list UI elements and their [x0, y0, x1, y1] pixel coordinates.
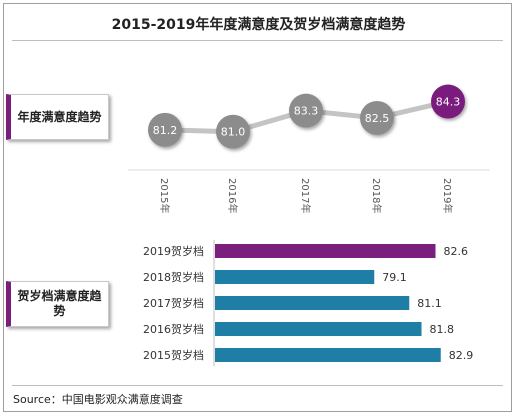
source-note: Source：中国电影观众满意度调查 — [13, 393, 183, 406]
bar-value-label: 81.1 — [417, 297, 442, 310]
data-point — [216, 114, 250, 149]
chart-title: 2015-2019年年度满意度及贺岁档满意度趋势 — [111, 17, 406, 33]
annual-line-chart: 81.2 2015年 81.0 2016年 83.3 2017年 82.5 2018年 84.3… — [128, 84, 490, 213]
source-divider — [12, 385, 503, 386]
data-point — [431, 84, 465, 119]
data-point — [148, 112, 182, 147]
bar — [215, 296, 410, 310]
spring-bar-chart: 2019贺岁档 82.6 2018贺岁档 79.1 2017贺岁档 81.1 2016贺岁档… — [143, 240, 473, 366]
title-divider — [12, 40, 503, 41]
x-tick-label: 2017年 — [299, 178, 312, 213]
data-point — [289, 93, 323, 128]
bar-category-label: 2017贺岁档 — [143, 296, 204, 310]
data-point — [360, 101, 394, 135]
data-label: 83.3 — [294, 105, 319, 118]
bar-category-label: 2015贺岁档 — [143, 348, 204, 362]
x-tick-label: 2018年 — [370, 178, 383, 213]
data-label: 84.3 — [436, 96, 461, 109]
bar-value-label: 82.9 — [449, 349, 474, 362]
bar — [215, 244, 436, 258]
bar-category-label: 2018贺岁档 — [143, 270, 204, 284]
chart-frame: 2015-2019年年度满意度及贺岁档满意度趋势 Source：中国电影观众满意… — [3, 3, 512, 412]
data-label: 82.5 — [365, 112, 390, 125]
x-tick-label: 2016年 — [226, 178, 239, 213]
bar-category-label: 2016贺岁档 — [143, 322, 204, 336]
data-label: 81.2 — [153, 124, 178, 137]
bar-value-label: 81.8 — [430, 323, 455, 336]
annual-section-label: 年度满意度趋势 — [6, 94, 109, 140]
bar-value-label: 79.1 — [382, 271, 407, 284]
x-tick-label: 2019年 — [441, 178, 454, 213]
bar — [215, 348, 441, 362]
bar — [215, 322, 422, 336]
bar-value-label: 82.6 — [444, 245, 469, 258]
bar-category-label: 2019贺岁档 — [143, 244, 204, 258]
data-label: 81.0 — [221, 126, 246, 139]
spring-section-label: 贺岁档满意度趋势 — [6, 281, 109, 327]
x-tick-label: 2015年 — [158, 178, 171, 213]
bar — [215, 270, 375, 284]
